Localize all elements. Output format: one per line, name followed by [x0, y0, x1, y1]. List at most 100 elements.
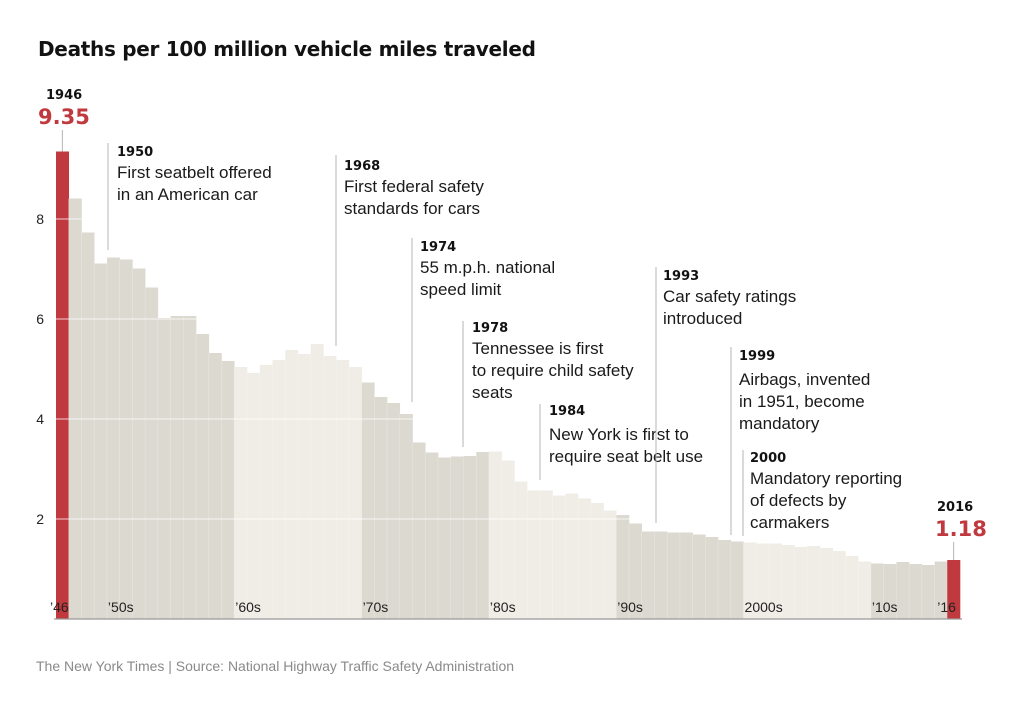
bar-1947 [68, 198, 82, 619]
bar-1955 [170, 316, 184, 619]
bar-1952 [132, 268, 146, 619]
bar-1951 [119, 259, 133, 619]
bar-1974 [412, 442, 426, 619]
annotation-text-line: seats [472, 383, 513, 402]
annotation-text-line: First seatbelt offered [117, 163, 272, 182]
x-tick-label: ’70s [363, 599, 389, 615]
bar-1981 [501, 460, 515, 619]
bar-2001 [756, 543, 770, 619]
annotation-1974: 1974 55 m.p.h. national speed limit [411, 238, 555, 402]
bar-1953 [145, 287, 159, 619]
annotation-text-line: mandatory [739, 414, 820, 433]
bar-2010 [870, 563, 884, 619]
annotation-1993: 1993 Car safety ratings introduced [655, 267, 796, 523]
annotation-text-line: Tennessee is first [472, 339, 604, 358]
bar-1976 [437, 457, 451, 619]
bar-2016 [947, 560, 961, 619]
annotation-text-line: carmakers [750, 513, 829, 532]
bar-1964 [285, 350, 299, 619]
x-tick-label: ’16 [937, 599, 956, 615]
bar-1986 [565, 493, 579, 619]
bars-group [56, 151, 961, 619]
bar-1997 [705, 537, 719, 619]
bar-1971 [374, 397, 388, 619]
bar-1949 [94, 263, 108, 619]
bar-1987 [578, 498, 592, 619]
y-tick-label: 2 [36, 511, 44, 527]
x-tick-label: 2000s [745, 599, 783, 615]
x-tick-label: ’90s [617, 599, 643, 615]
bar-1967 [323, 356, 337, 619]
highlight-year: 1946 [46, 88, 82, 103]
bar-1983 [527, 490, 541, 619]
annotation-1999: 1999 Airbags, invented in 1951, become mand… [730, 347, 870, 535]
highlight-value: 9.35 [38, 105, 90, 129]
bar-1963 [272, 360, 286, 619]
annotation-text-line: standards for cars [344, 199, 480, 218]
annotation-text-line: Airbags, invented [739, 370, 870, 389]
y-tick-label: 8 [36, 211, 44, 227]
annotation-1984: 1984 New York is first to require seat bel… [539, 404, 703, 480]
bar-2005 [807, 546, 821, 619]
annotation-2000: 2000 Mandatory reporting of defects by carm… [742, 450, 902, 536]
annotation-text-line: introduced [663, 309, 742, 328]
bar-1982 [514, 481, 528, 619]
annotation-1950: 1950 First seatbelt offered in an American… [107, 143, 272, 250]
bar-1999 [730, 541, 744, 619]
bar-1957 [196, 334, 210, 619]
y-tick-label: 6 [36, 311, 44, 327]
bar-1954 [157, 318, 171, 619]
x-tick-label: ’80s [490, 599, 516, 615]
bar-1972 [387, 403, 401, 619]
bar-1968 [336, 360, 350, 619]
annotation-text-line: require seat belt use [549, 447, 703, 466]
x-tick-label: ’46 [50, 599, 69, 615]
gridlines [56, 218, 960, 520]
bar-2006 [819, 548, 833, 619]
bar-1962 [259, 365, 273, 619]
highlight-value: 1.18 [935, 517, 987, 541]
bar-1966 [310, 344, 324, 619]
annotation-year: 1993 [663, 269, 699, 284]
bar-1958 [208, 353, 222, 619]
highlight-labels: 1946 9.35 2016 1.18 [38, 88, 987, 560]
bar-2007 [832, 551, 846, 619]
x-axis-ticks: ’46 ’50s ’60s ’70s ’80s ’90s 2000s ’10s ’16 [50, 599, 956, 615]
bar-1994 [667, 532, 681, 619]
bar-1998 [718, 540, 732, 619]
annotation-year: 1978 [472, 321, 508, 336]
annotation-text-line: in 1951, become [739, 392, 865, 411]
bar-1961 [246, 373, 261, 619]
bar-2009 [858, 561, 872, 619]
annotation-text-line: First federal safety [344, 177, 484, 196]
bar-1989 [603, 510, 617, 619]
bar-2012 [896, 562, 910, 619]
chart-title: Deaths per 100 million vehicle miles tra… [38, 37, 536, 61]
x-tick-label: ’60s [235, 599, 261, 615]
bar-1948 [81, 232, 95, 619]
highlight-1946: 1946 9.35 [38, 88, 90, 152]
y-axis-ticks: 2 4 6 8 [36, 211, 44, 527]
bar-1993 [654, 531, 668, 619]
bar-2000 [743, 542, 757, 619]
annotation-text-line: Car safety ratings [663, 287, 796, 306]
annotations: 1950 First seatbelt offered in an American… [107, 143, 902, 536]
bar-1988 [590, 503, 604, 619]
bar-2013 [909, 564, 923, 619]
bar-1970 [361, 382, 375, 619]
annotation-1968: 1968 First federal safety standards for ca… [335, 155, 484, 346]
x-tick-label: ’50s [108, 599, 134, 615]
bar-1991 [628, 523, 642, 619]
bar-1969 [348, 367, 362, 619]
annotation-text-line: to require child safety [472, 361, 634, 380]
bar-1980 [488, 451, 502, 619]
annotation-text-line: New York is first to [549, 425, 689, 444]
bar-2003 [781, 545, 795, 619]
bar-2015 [934, 561, 948, 619]
bar-2011 [883, 564, 897, 619]
y-tick-label: 4 [36, 411, 44, 427]
annotation-text-line: speed limit [420, 280, 502, 299]
annotation-year: 1968 [344, 159, 380, 174]
bar-1946 [56, 151, 70, 619]
